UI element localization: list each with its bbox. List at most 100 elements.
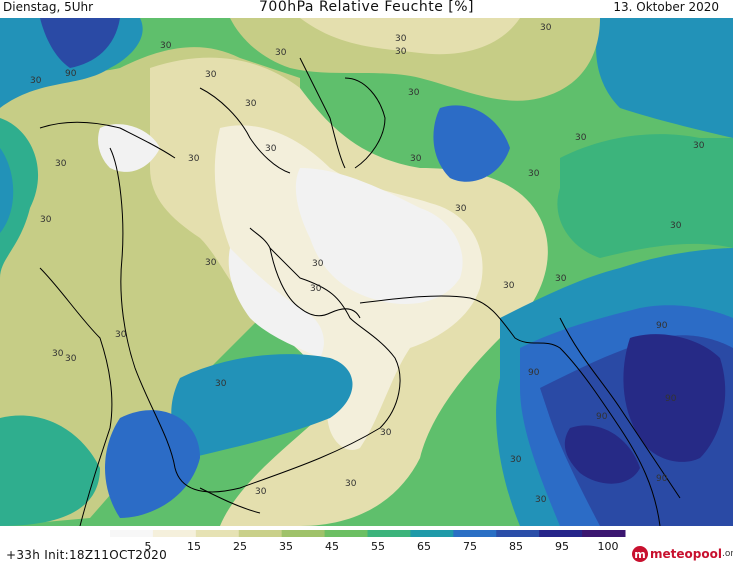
contour-label-30: 30 — [215, 379, 227, 389]
colorbar-label: 25 — [233, 540, 247, 553]
contour-label-30: 30 — [693, 141, 705, 151]
humidity-field-dry-levant — [98, 124, 160, 172]
colorbar-segment — [410, 530, 454, 537]
humidity-field-northeast — [596, 18, 733, 138]
colorbar-label: 100 — [597, 540, 619, 553]
contour-label-30: 30 — [555, 274, 567, 284]
colorbar — [110, 530, 626, 537]
humidity-field-east-band — [557, 134, 733, 258]
colorbar-segment — [496, 530, 540, 537]
contour-label-30: 30 — [52, 349, 64, 359]
colorbar-label: 35 — [279, 540, 293, 553]
contour-label-90: 90 — [656, 474, 668, 484]
contour-label-30: 30 — [40, 215, 52, 225]
contour-label-30: 30 — [55, 159, 67, 169]
contour-label-30: 30 — [310, 284, 322, 294]
contour-label-30: 30 — [535, 495, 547, 505]
colorbar-segment — [152, 530, 197, 537]
contour-label-30: 30 — [528, 169, 540, 179]
contour-label-30: 30 — [265, 144, 277, 154]
colorbar-label: 65 — [417, 540, 431, 553]
meteopool-icon: m — [632, 546, 648, 562]
contour-label-30: 30 — [188, 154, 200, 164]
humidity-field-yemen — [171, 354, 353, 458]
colorbar-segment — [238, 530, 283, 537]
humidity-map: 30 30 30 30 30 30 30 30 30 30 30 30 30 3… — [0, 18, 733, 526]
humidity-field-dry-gulf — [228, 248, 324, 358]
contour-label-90: 90 — [65, 69, 77, 79]
humidity-field-dry-iran — [295, 168, 463, 304]
contour-label-90: 90 — [528, 368, 540, 378]
colorbar-label: 5 — [144, 540, 152, 553]
contour-label-30: 30 — [245, 99, 257, 109]
contour-label-30: 30 — [30, 76, 42, 86]
map-footer: 5 15 25 35 45 55 65 75 85 95 100 +33h Init:18Z11OC… — [0, 526, 733, 566]
contour-label-30: 30 — [410, 154, 422, 164]
forecast-valid-day: Dienstag, 5Uhr — [3, 0, 94, 14]
arabia-coast — [109, 147, 401, 493]
humidity-field-horn — [105, 410, 200, 518]
humidity-field-africa — [0, 415, 100, 526]
humidity-field-west-core — [0, 148, 14, 233]
colorbar-segments — [110, 530, 626, 537]
contour-label-30: 30 — [540, 23, 552, 33]
colorbar-label: 55 — [371, 540, 385, 553]
colorbar-label: 85 — [509, 540, 523, 553]
contour-label-30: 30 — [408, 88, 420, 98]
map-title: 700hPa Relative Feuchte [%] — [259, 0, 474, 15]
contour-label-30: 30 — [255, 487, 267, 497]
caspian-east — [344, 77, 386, 169]
map-header: Dienstag, 5Uhr 700hPa Relative Feuchte [… — [0, 0, 733, 18]
colorbar-label: 15 — [187, 540, 201, 553]
humidity-field-north — [230, 18, 600, 101]
contour-label-90: 90 — [665, 394, 677, 404]
iran-india-coast — [359, 295, 661, 526]
colorbar-segment — [367, 530, 411, 537]
india-west-coast — [559, 317, 681, 499]
colorbar-segment — [582, 530, 626, 537]
colorbar-segment — [110, 530, 154, 537]
gulf-coast — [269, 247, 361, 319]
brand-logo[interactable]: m meteopool .org — [632, 546, 733, 562]
contour-label-90: 90 — [656, 321, 668, 331]
contour-label-30: 30 — [395, 34, 407, 44]
contour-label-30: 30 — [205, 258, 217, 268]
contour-label-30: 30 — [670, 221, 682, 231]
contour-label-30: 30 — [345, 479, 357, 489]
contour-labels: 30 30 30 30 30 30 30 30 30 30 30 30 30 3… — [30, 23, 705, 505]
colorbar-segment — [281, 530, 326, 537]
contour-label-30: 30 — [575, 133, 587, 143]
colorbar-label: 95 — [555, 540, 569, 553]
contour-label-30: 30 — [205, 70, 217, 80]
levant-coast — [199, 87, 291, 174]
contour-label-30: 30 — [312, 259, 324, 269]
red-sea-west-coast — [39, 267, 113, 526]
contour-label-30: 30 — [65, 354, 77, 364]
contour-label-30: 30 — [455, 204, 467, 214]
brand-name: meteopool — [650, 547, 722, 561]
contour-label-30: 30 — [275, 48, 287, 58]
humidity-field-central-asia — [300, 18, 520, 55]
contour-label-90: 90 — [596, 412, 608, 422]
colorbar-segment — [539, 530, 583, 537]
med-south-coast — [39, 121, 176, 159]
contour-label-30: 30 — [160, 41, 172, 51]
humidity-field-west-band — [0, 118, 39, 278]
coastlines — [39, 57, 681, 526]
colorbar-segment — [453, 530, 497, 537]
colorbar-label: 45 — [325, 540, 339, 553]
init-time: +33h Init:18Z11OCT2020 — [6, 548, 168, 562]
contour-label-30: 30 — [395, 47, 407, 57]
contour-label-30: 30 — [115, 330, 127, 340]
caspian-west — [299, 57, 346, 169]
colorbar-segment — [324, 530, 368, 537]
colorbar-segment — [195, 530, 240, 537]
brand-tld: .org — [721, 549, 733, 559]
humidity-field-himalaya-west — [433, 105, 510, 182]
humidity-field-aegean — [40, 18, 120, 68]
somalia-coast — [199, 487, 261, 514]
contour-label-30: 30 — [503, 281, 515, 291]
contour-label-30: 30 — [510, 455, 522, 465]
forecast-date: 13. Oktober 2020 — [613, 0, 719, 14]
colorbar-label: 75 — [463, 540, 477, 553]
